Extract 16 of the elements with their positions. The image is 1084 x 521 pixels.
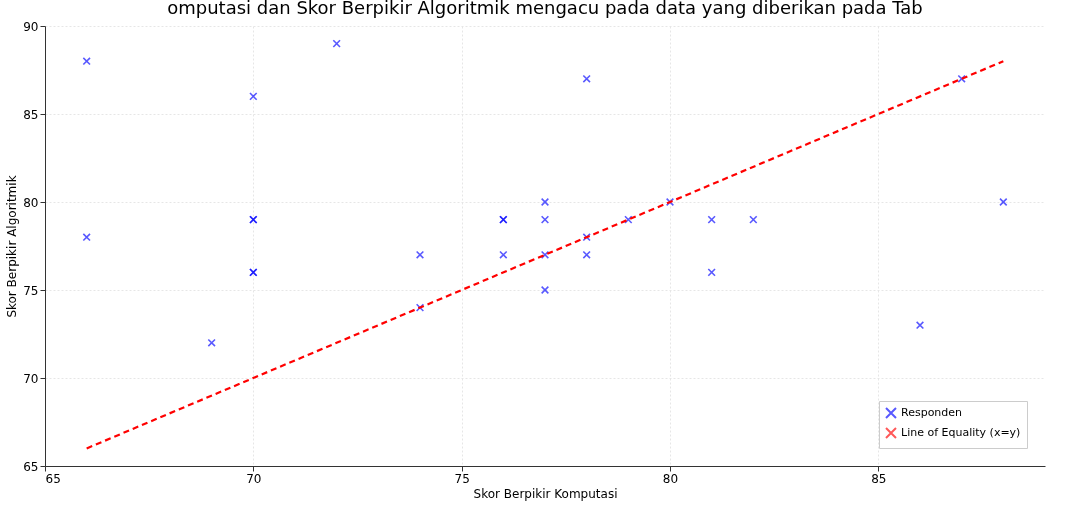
legend-label: Responden xyxy=(901,406,963,419)
x-tick-label: 80 xyxy=(662,471,679,486)
x-tick-label: 65 xyxy=(45,471,61,486)
y-tick-label: 85 xyxy=(23,107,39,122)
chart-title: omputasi dan Skor Berpikir Algoritmik mengacu pada data yang diberikan pada Tab xyxy=(167,0,923,18)
x-tick-label: 70 xyxy=(246,471,262,486)
y-tick-label: 75 xyxy=(23,283,39,298)
y-axis-title: Skor Berpikir Algoritmik xyxy=(5,175,20,318)
y-tick-label: 90 xyxy=(23,19,39,34)
y-tick-label: 80 xyxy=(23,195,39,210)
x-axis-title: Skor Berpikir Komputasi xyxy=(473,486,618,501)
x-tick-label: 75 xyxy=(454,471,470,486)
y-tick-label: 65 xyxy=(23,459,39,474)
legend-label: Line of Equality (x=y) xyxy=(901,426,1021,439)
x-tick-label: 85 xyxy=(871,471,887,486)
y-tick-label: 70 xyxy=(23,371,39,386)
